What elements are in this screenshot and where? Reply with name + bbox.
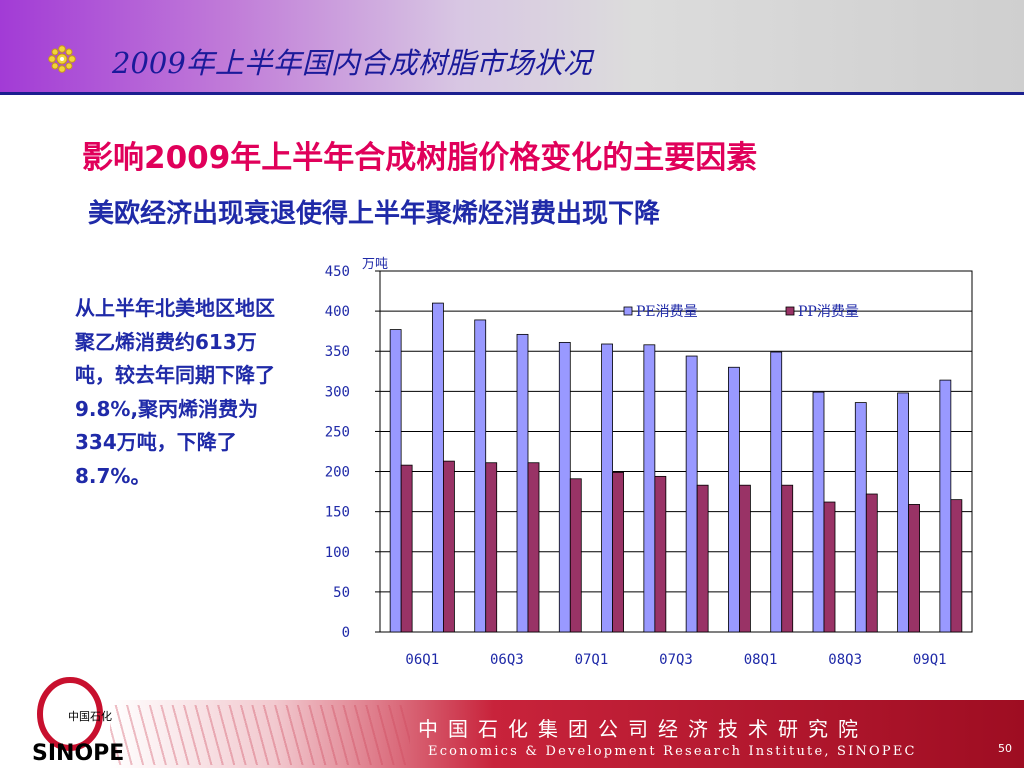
pe-bar xyxy=(389,329,402,633)
pe-bar xyxy=(601,343,613,633)
footer-company-en: Economics & Development Research Institu… xyxy=(428,744,917,759)
footer-stripes xyxy=(110,705,410,765)
x-tick-label: 06Q1 xyxy=(405,652,439,668)
y-tick-label: 150 xyxy=(325,505,350,521)
y-tick-label: 250 xyxy=(325,424,350,440)
pp-bar xyxy=(569,478,582,633)
pe-bar xyxy=(643,344,656,633)
pp-bar xyxy=(950,499,963,633)
pp-bar xyxy=(527,462,540,633)
flower-emblem-icon xyxy=(48,45,76,73)
logo-sinopec-text: SINOPEC xyxy=(32,741,124,766)
pe-bar xyxy=(558,341,571,633)
legend-swatch xyxy=(623,306,633,316)
legend-swatch xyxy=(785,306,795,316)
pp-bar xyxy=(485,462,498,633)
logo-cn-text: 中国石化 xyxy=(68,709,112,723)
pp-bar xyxy=(865,493,878,633)
header-bar xyxy=(0,0,1024,92)
x-tick-label: 09Q1 xyxy=(913,652,947,668)
pe-bar xyxy=(474,319,487,633)
pp-bar xyxy=(908,504,920,633)
plot-area xyxy=(379,270,973,633)
y-tick-label: 350 xyxy=(325,344,350,360)
pp-bar xyxy=(612,471,624,633)
pp-bar xyxy=(400,464,413,633)
x-tick-label: 08Q1 xyxy=(744,652,778,668)
header-divider xyxy=(0,92,1024,95)
y-tick-label: 100 xyxy=(325,545,350,561)
sinopec-logo: 中国石化 SINOPEC xyxy=(32,677,124,766)
consumption-bar-chart: 0 50 100 150 200 250 300 350 400 450 万吨 06Q1 06Q3 07Q… xyxy=(325,257,973,668)
pe-bar xyxy=(516,333,529,633)
footer-company-cn: 中国石化集团公司经济技术研究院 xyxy=(418,717,868,741)
x-tick-label: 07Q1 xyxy=(575,652,609,668)
pp-bar xyxy=(823,501,836,633)
x-tick-label: 08Q3 xyxy=(828,652,862,668)
pe-bar xyxy=(770,351,783,633)
x-tick-label: 07Q3 xyxy=(659,652,693,668)
page-number: 50 xyxy=(998,742,1012,755)
footer-band xyxy=(110,700,1024,768)
y-tick-label: 300 xyxy=(325,384,350,400)
pp-bar xyxy=(781,484,794,633)
main-title: 影响2009年上半年合成树脂价格变化的主要因素 xyxy=(82,140,758,176)
y-tick-label: 400 xyxy=(325,304,350,320)
x-tick-label: 06Q3 xyxy=(490,652,524,668)
pe-bar xyxy=(897,392,909,633)
pe-bar xyxy=(812,391,825,633)
pp-bar xyxy=(443,460,455,633)
y-tick-label: 50 xyxy=(333,585,350,601)
pe-bar xyxy=(685,355,698,633)
y-tick-label: 450 xyxy=(325,264,350,280)
pp-bar xyxy=(654,475,667,633)
pp-bar xyxy=(739,484,751,633)
y-tick-label: 200 xyxy=(325,465,350,481)
pe-bar xyxy=(939,379,952,633)
slide-header-title: 2009年上半年国内合成树脂市场状况 xyxy=(112,46,592,80)
y-tick-label: 0 xyxy=(342,625,350,641)
sub-title: 美欧经济出现衰退使得上半年聚烯烃消费出现下降 xyxy=(88,199,661,229)
pe-bar xyxy=(728,366,740,633)
legend-label: PP消费量 xyxy=(798,304,859,320)
legend-label: PE消费量 xyxy=(636,304,698,320)
pe-bar xyxy=(432,302,444,633)
summary-text: 从上半年北美地区地区聚乙烯消费约613万吨，较去年同期下降了9.8%,聚丙烯消费… xyxy=(75,296,275,488)
pp-bar xyxy=(696,484,709,633)
pe-bar xyxy=(854,402,867,633)
unit-label: 万吨 xyxy=(362,257,388,272)
